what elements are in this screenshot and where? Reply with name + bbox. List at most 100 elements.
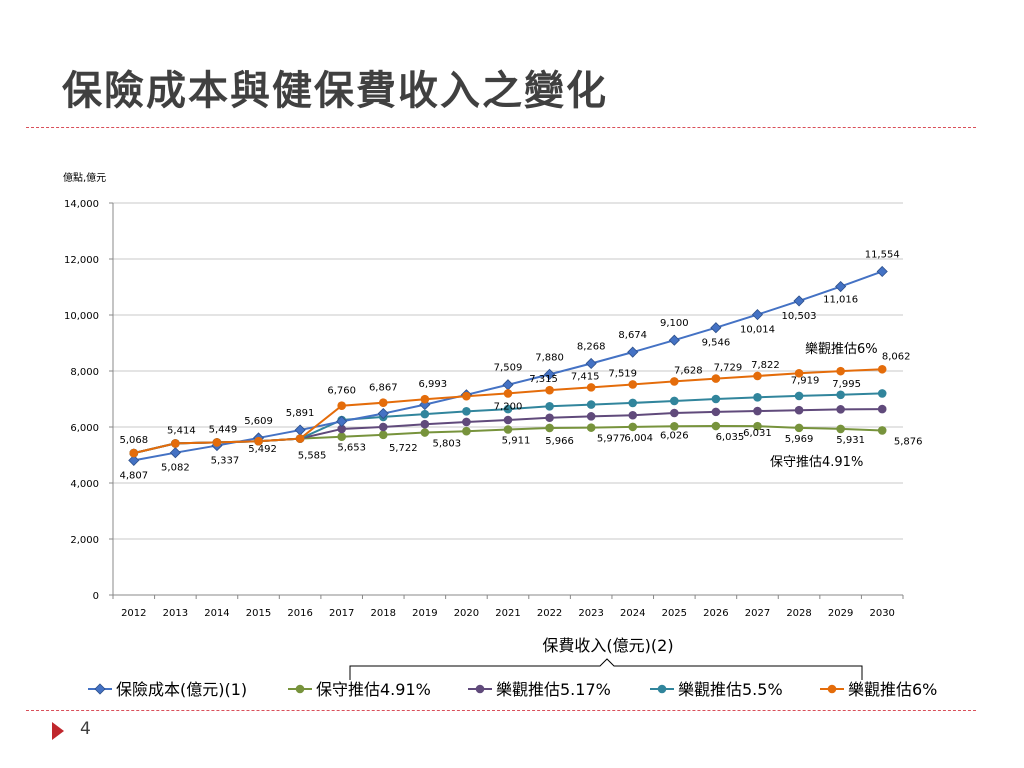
data-label-opt6: 6,760 (327, 386, 356, 397)
y-tick-label: 6,000 (70, 423, 99, 434)
data-label-cost: 11,016 (823, 295, 858, 306)
data-point-cost (128, 454, 140, 466)
data-point-cost (876, 265, 888, 278)
data-point-conservative (670, 421, 679, 431)
data-label-cost: 5,891 (286, 408, 315, 419)
data-point-opt517 (586, 412, 596, 421)
data-label-opt6: 8,062 (882, 351, 911, 362)
data-point-opt55 (753, 393, 762, 402)
data-label-conservative: 6,026 (660, 430, 689, 441)
data-label-conservative: 5,722 (389, 443, 418, 454)
y-tick-label: 10,000 (64, 311, 99, 322)
data-point-opt517 (628, 410, 638, 420)
y-tick-label: 2,000 (70, 535, 99, 546)
data-label-conservative: 6,035 (716, 432, 745, 443)
data-point-conservative (753, 421, 762, 431)
data-point-cost (627, 346, 639, 358)
data-point-opt6 (753, 371, 762, 381)
data-label-opt6: 7,315 (529, 374, 558, 385)
x-tick-label: 2022 (537, 608, 562, 619)
data-point-cost (377, 407, 389, 420)
x-tick-label: 2017 (329, 608, 354, 619)
legend-label-opt517: 樂觀推估5.17% (496, 680, 611, 699)
x-tick-label: 2028 (786, 608, 811, 619)
data-point-opt55 (794, 391, 804, 401)
data-point-opt6 (337, 401, 346, 411)
data-label-opt6: 7,200 (494, 401, 523, 412)
data-label-conservative: 5,911 (502, 435, 531, 446)
data-label-cost: 5,609 (244, 416, 273, 427)
data-label-opt6: 7,729 (714, 363, 743, 374)
data-label-conservative: 6,004 (624, 433, 653, 444)
data-point-opt6 (503, 389, 513, 398)
data-point-opt55 (503, 404, 513, 414)
data-label-opt6: 7,919 (791, 375, 820, 386)
data-label-conservative: 5,931 (836, 435, 865, 446)
legend-brace (349, 658, 863, 680)
x-tick-label: 2019 (412, 608, 437, 619)
legend-marker-cost (94, 683, 106, 695)
y-tick-label: 4,000 (70, 479, 99, 490)
data-point-cost (502, 379, 514, 391)
data-point-opt6 (171, 439, 180, 448)
data-point-opt6 (295, 434, 305, 443)
data-point-opt6 (628, 380, 638, 389)
data-point-opt517 (753, 406, 762, 416)
page-number: 4 (80, 719, 91, 739)
data-point-conservative (503, 425, 513, 434)
brace-label: 保費收入(億元)(2) (542, 636, 673, 655)
legend-label-conservative: 保守推估4.91% (316, 680, 431, 699)
data-label-cost: 5,337 (211, 456, 240, 467)
data-point-conservative (711, 421, 721, 431)
x-tick-label: 2014 (204, 608, 229, 619)
data-point-conservative (337, 432, 346, 442)
x-tick-label: 2027 (745, 608, 770, 619)
data-label-opt6: 7,822 (751, 360, 780, 371)
legend-label-opt6: 樂觀推估6% (848, 680, 937, 699)
x-tick-label: 2026 (703, 608, 728, 619)
data-point-cost (751, 309, 764, 321)
x-tick-label: 2012 (121, 608, 146, 619)
slide-arrow-icon (52, 722, 64, 740)
data-label-opt6: 5,068 (119, 435, 148, 446)
y-tick-label: 12,000 (64, 255, 99, 266)
data-point-conservative (628, 422, 638, 432)
data-label-conservative: 6,031 (743, 428, 772, 439)
data-label-conservative: 5,977 (597, 434, 626, 445)
x-tick-label: 2020 (454, 608, 479, 619)
x-tick-label: 2024 (620, 608, 645, 619)
data-point-cost (336, 415, 348, 427)
data-point-conservative (794, 423, 804, 433)
data-label-opt6: 7,628 (674, 365, 703, 376)
data-point-cost (710, 322, 722, 334)
data-point-opt55 (462, 407, 471, 416)
data-point-cost (793, 295, 805, 307)
data-point-cost (835, 280, 847, 293)
data-point-opt517 (794, 405, 804, 415)
bottom-divider (26, 710, 976, 711)
data-point-conservative (586, 423, 596, 432)
x-tick-label: 2015 (246, 608, 271, 619)
data-point-opt6 (586, 383, 596, 392)
legend-marker-opt517 (475, 684, 485, 694)
x-tick-label: 2025 (662, 608, 687, 619)
data-label-opt6: 5,492 (248, 444, 277, 455)
data-point-opt6 (877, 364, 887, 374)
data-label-cost: 8,268 (577, 341, 606, 352)
x-tick-label: 2018 (371, 608, 396, 619)
data-label-opt6: 6,867 (369, 383, 398, 394)
data-label-cost: 5,082 (161, 463, 190, 474)
y-axis-label: 億點,億元 (63, 171, 106, 184)
annotation-opt6: 樂觀推估6% (805, 341, 878, 357)
y-tick-label: 0 (93, 591, 99, 602)
data-label-opt6: 7,995 (832, 379, 861, 390)
x-tick-label: 2023 (578, 608, 603, 619)
data-point-opt6 (420, 394, 430, 404)
data-point-opt6 (254, 436, 263, 446)
data-point-opt517 (836, 405, 845, 414)
data-point-opt6 (545, 385, 554, 395)
data-point-opt55 (670, 396, 679, 406)
data-label-cost: 7,509 (494, 363, 523, 374)
data-label-cost: 9,546 (702, 338, 731, 349)
